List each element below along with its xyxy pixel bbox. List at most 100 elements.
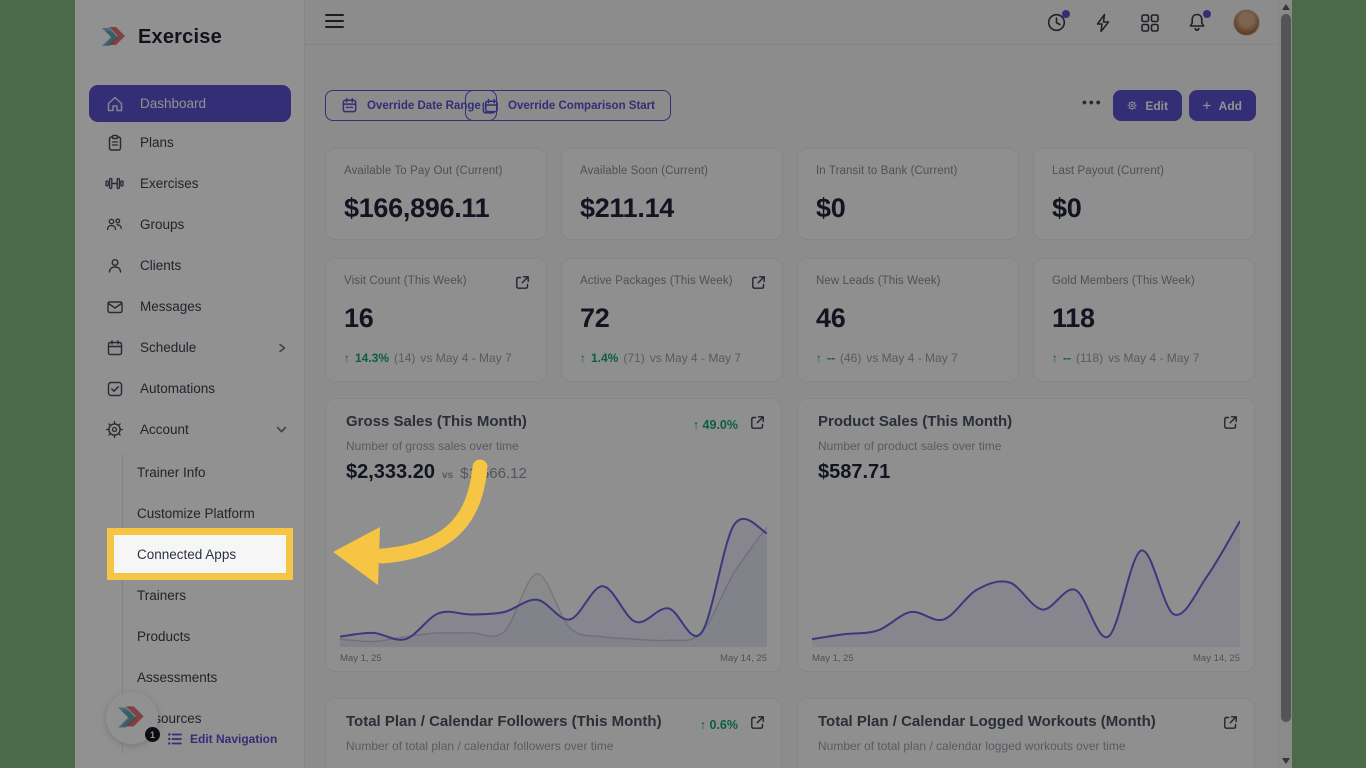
chart-title: Total Plan / Calendar Followers (This Mo… [346, 713, 662, 730]
user-avatar[interactable] [1233, 9, 1260, 36]
product-sales-card: Product Sales (This Month) Number of pro… [797, 398, 1255, 672]
stat-value: $166,896.11 [344, 193, 490, 223]
stat-title: Last Payout (Current) [1052, 165, 1165, 177]
sidebar-item-schedule[interactable]: Schedule [75, 327, 305, 368]
stat-value: 72 [580, 303, 610, 333]
sidebar-item-messages[interactable]: Messages [75, 286, 305, 327]
followers-card: Total Plan / Calendar Followers (This Mo… [325, 698, 782, 768]
delta-compare-range: vs May 4 - May 7 [649, 351, 742, 365]
plus-icon [1203, 101, 1211, 110]
sidebar-subitem-trainer-info[interactable]: Trainer Info [75, 452, 305, 493]
up-arrow-icon: ↑ [816, 351, 822, 365]
up-arrow-icon: ↑ [692, 418, 700, 432]
chart-title: Total Plan / Calendar Logged Workouts (M… [818, 713, 1156, 730]
sidebar-subitem-products[interactable]: Products [75, 616, 305, 657]
notification-count-badge: 1 [145, 727, 160, 742]
notification-dot [1062, 9, 1070, 18]
chevron-right-icon [277, 343, 287, 353]
dashboard-toolbar: Override Date Range Override Comparison … [305, 90, 1278, 122]
sidebar-subitem-trainers[interactable]: Trainers [75, 575, 305, 616]
external-link-icon[interactable] [1223, 415, 1238, 435]
add-button[interactable]: Add [1189, 90, 1256, 121]
up-arrow-icon: ↑ [1052, 351, 1058, 365]
chart-change-percent: 49.0% [702, 418, 738, 432]
brand-fab-button[interactable]: 1 [106, 692, 160, 744]
up-arrow-icon: ↑ [580, 351, 586, 365]
sidebar-item-label: Dashboard [140, 96, 207, 111]
stat-card-in-transit: In Transit to Bank (Current) $0 [797, 148, 1019, 240]
sidebar-subitem-customize-platform[interactable]: Customize Platform [75, 493, 305, 534]
sidebar-item-label: Plans [140, 135, 174, 150]
subitem-label: Customize Platform [137, 506, 255, 521]
chart-x-axis: May 1, 25 May 14, 25 [340, 653, 767, 664]
app-name: Exercise [138, 26, 222, 48]
delta-detail: (14) [394, 351, 416, 365]
delta-percent: -- [1063, 351, 1071, 365]
external-link-icon[interactable] [750, 415, 765, 435]
chevron-down-icon [276, 424, 287, 435]
stat-title: New Leads (This Week) [816, 275, 941, 287]
subitem-label: Products [137, 629, 191, 644]
sidebar-subitem-assessments[interactable]: Assessments [75, 657, 305, 698]
sidebar-item-plans[interactable]: Plans [75, 122, 305, 163]
apps-grid-icon[interactable] [1139, 12, 1161, 34]
sidebar-item-label: Clients [140, 258, 182, 273]
delta-compare-range: vs May 4 - May 7 [420, 351, 512, 365]
external-link-icon[interactable] [751, 275, 766, 295]
delta-percent: 1.4% [591, 351, 619, 365]
override-comparison-start-button[interactable]: Override Comparison Start [465, 90, 671, 121]
stat-delta: ↑ -- (46) vs May 4 - May 7 [816, 351, 958, 365]
edit-button-label: Edit [1145, 98, 1168, 113]
sidebar-nav: Dashboard Plans Exercises [75, 85, 305, 450]
home-icon [105, 94, 124, 113]
chart-change-percent: 0.6% [709, 718, 739, 732]
mail-icon [105, 297, 124, 316]
stat-title: Active Packages (This Week) [580, 275, 733, 287]
tutorial-dim-overlay [75, 0, 1292, 768]
sidebar-item-automations[interactable]: Automations [75, 368, 305, 409]
chart-subtitle: Number of gross sales over time [346, 439, 519, 453]
history-clock-icon[interactable] [1045, 9, 1070, 34]
edit-navigation-label: Edit Navigation [190, 732, 278, 746]
sidebar-item-account[interactable]: Account [75, 409, 305, 450]
list-icon [168, 733, 182, 745]
chart-change: ↑ 0.6% [700, 718, 738, 732]
edit-button[interactable]: Edit [1113, 90, 1182, 121]
menu-icon[interactable] [325, 14, 344, 31]
product-sales-line-chart [812, 515, 1240, 647]
external-link-icon[interactable] [750, 715, 765, 735]
scrollbar-thumb[interactable] [1281, 14, 1291, 722]
lightning-icon[interactable] [1092, 12, 1114, 34]
delta-percent: 14.3% [355, 351, 390, 365]
stat-title: Visit Count (This Week) [344, 275, 467, 287]
subitem-label: Trainer Info [137, 465, 206, 480]
more-options-button[interactable]: ••• [1082, 94, 1103, 110]
scroll-down-arrow-icon[interactable] [1282, 758, 1290, 764]
x-axis-end-label: May 14, 25 [1193, 653, 1240, 664]
edit-navigation-button[interactable]: Edit Navigation [168, 732, 277, 746]
external-link-icon[interactable] [515, 275, 530, 295]
scroll-up-arrow-icon[interactable] [1282, 4, 1290, 10]
vertical-scrollbar[interactable] [1278, 0, 1292, 768]
stat-card-available-soon: Available Soon (Current) $211.14 [561, 148, 783, 240]
external-link-icon[interactable] [1223, 715, 1238, 735]
override-date-range-button[interactable]: Override Date Range [325, 90, 497, 121]
connected-apps-highlight[interactable]: Connected Apps [107, 528, 293, 580]
user-icon [105, 256, 124, 275]
sidebar-item-clients[interactable]: Clients [75, 245, 305, 286]
stat-value: 16 [344, 303, 374, 333]
override-comparison-start-label: Override Comparison Start [508, 99, 655, 112]
delta-percent: -- [827, 351, 835, 365]
notification-dot [1203, 9, 1211, 18]
gross-sales-card: Gross Sales (This Month) ↑ 49.0% Number … [325, 398, 782, 672]
bell-icon[interactable] [1186, 9, 1211, 34]
stat-card-visit-count: Visit Count (This Week) 16 ↑ 14.3% (14) … [325, 258, 547, 382]
subitem-label: Trainers [137, 588, 187, 603]
delta-detail: (46) [840, 351, 862, 365]
main-area: Override Date Range Override Comparison … [305, 0, 1278, 768]
chart-subtitle: Number of product sales over time [818, 439, 1002, 453]
sidebar-item-groups[interactable]: Groups [75, 204, 305, 245]
logged-workouts-card: Total Plan / Calendar Logged Workouts (M… [797, 698, 1255, 768]
sidebar-item-dashboard[interactable]: Dashboard [89, 85, 291, 122]
sidebar-item-exercises[interactable]: Exercises [75, 163, 305, 204]
